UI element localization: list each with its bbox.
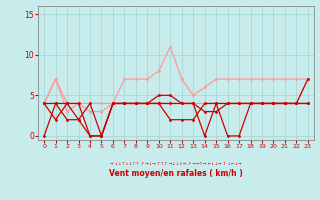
Text: → ↓↓↑↓↓↑↑ ↗ →↓→ ↑↑↑ →↓↓↓→ ↗ →→↑→ ←↓↓→ ↑ ↓←↓→: → ↓↓↑↓↓↑↑ ↗ →↓→ ↑↑↑ →↓↓↓→ ↗ →→↑→ ←↓↓→ ↑ … bbox=[110, 162, 242, 166]
X-axis label: Vent moyen/en rafales ( km/h ): Vent moyen/en rafales ( km/h ) bbox=[109, 169, 243, 178]
